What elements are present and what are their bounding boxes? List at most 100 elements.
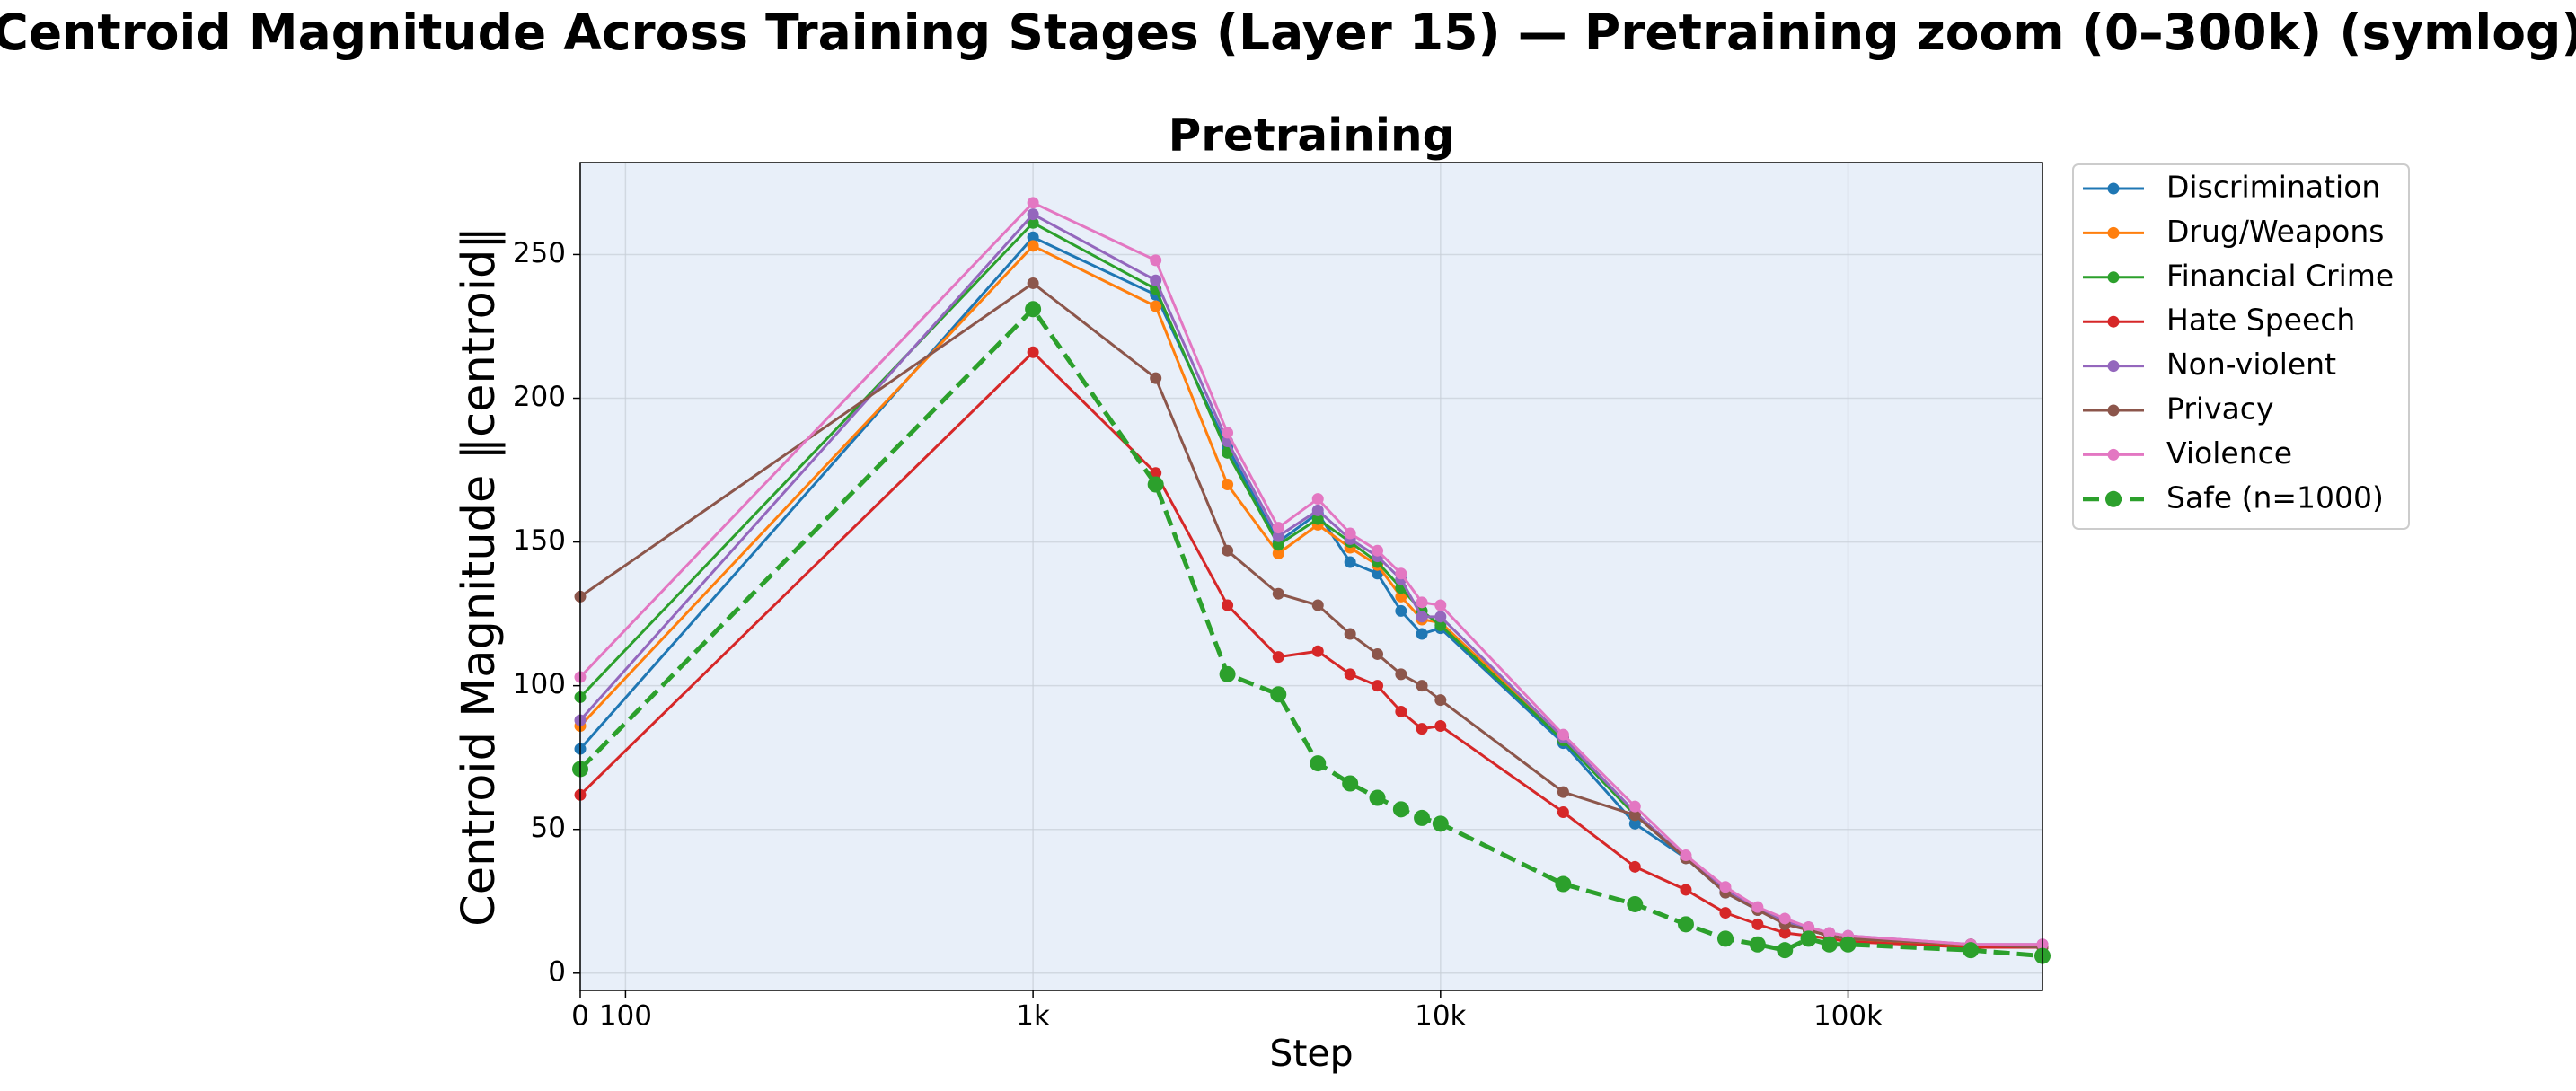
series-line xyxy=(578,305,2043,959)
point xyxy=(1027,346,1039,358)
point xyxy=(1716,930,1734,947)
legend-marker xyxy=(2107,226,2120,239)
x-axis-label: Step xyxy=(1269,1032,1353,1075)
legend-label: Drug/Weapons xyxy=(2166,214,2384,249)
point xyxy=(1219,665,1236,682)
legend-marker xyxy=(2107,360,2120,373)
point xyxy=(1627,895,1644,912)
y-tick-label: 200 xyxy=(513,381,566,413)
legend-label: Privacy xyxy=(2166,392,2273,427)
suptitle: Centroid Magnitude Across Training Stage… xyxy=(0,4,2576,61)
legend-marker xyxy=(2107,448,2120,461)
point xyxy=(1557,806,1569,819)
point xyxy=(1272,547,1284,559)
point xyxy=(1222,479,1234,491)
point xyxy=(1150,300,1162,312)
point xyxy=(1557,786,1569,798)
point xyxy=(1416,680,1428,692)
point xyxy=(1628,860,1641,873)
point xyxy=(1272,539,1284,551)
legend-label: Violence xyxy=(2166,436,2292,471)
point xyxy=(1342,775,1359,792)
y-tick-label: 150 xyxy=(513,524,566,557)
point xyxy=(1027,216,1039,229)
point xyxy=(1414,809,1431,826)
y-tick-label: 0 xyxy=(548,955,566,988)
point xyxy=(1434,619,1447,631)
point xyxy=(1311,504,1324,516)
point xyxy=(1311,599,1324,611)
point xyxy=(1344,527,1356,540)
point xyxy=(1557,728,1569,741)
point xyxy=(1821,936,1838,953)
point xyxy=(1395,590,1407,603)
legend-marker xyxy=(2107,182,2120,195)
point xyxy=(1311,513,1324,525)
series-line xyxy=(579,281,2043,949)
point xyxy=(1628,800,1641,813)
point xyxy=(1311,493,1324,506)
point xyxy=(1150,274,1162,286)
point xyxy=(1150,372,1162,384)
legend-marker xyxy=(2107,271,2120,284)
chart-title: Pretraining xyxy=(1169,110,1455,162)
point xyxy=(1416,628,1428,640)
point xyxy=(1432,815,1449,832)
point xyxy=(1680,884,1692,896)
point xyxy=(1344,668,1356,681)
point xyxy=(1369,789,1386,806)
point xyxy=(1392,801,1409,818)
point xyxy=(1027,240,1039,252)
point xyxy=(1270,686,1287,703)
point xyxy=(1222,544,1234,557)
x-tick-label: 0 xyxy=(571,1000,589,1033)
point xyxy=(1150,254,1162,267)
point xyxy=(1311,645,1324,657)
point xyxy=(1310,755,1327,772)
point xyxy=(1778,927,1791,939)
point xyxy=(1372,647,1384,660)
point xyxy=(1027,197,1039,209)
legend-marker xyxy=(2107,315,2120,328)
x-tick-label: 10k xyxy=(1415,1000,1466,1033)
legend-marker xyxy=(2105,490,2122,507)
x-tick-label: 100 xyxy=(599,1000,652,1033)
point xyxy=(1272,651,1284,664)
point xyxy=(1222,446,1234,459)
series-line xyxy=(578,350,2042,949)
plot-frame xyxy=(579,162,2043,991)
point xyxy=(1344,556,1356,568)
point xyxy=(1778,912,1791,925)
legend-label: Discrimination xyxy=(2166,170,2380,205)
point xyxy=(1222,599,1234,611)
point xyxy=(1434,599,1447,611)
point xyxy=(1628,817,1641,830)
legend xyxy=(2072,163,2410,530)
point xyxy=(1677,916,1694,933)
point xyxy=(1395,567,1407,580)
point xyxy=(1839,936,1857,953)
y-tick-label: 250 xyxy=(513,237,566,269)
point xyxy=(1800,930,1817,947)
y-tick-label: 50 xyxy=(531,812,566,844)
point xyxy=(1416,596,1428,609)
point xyxy=(1963,942,1980,959)
point xyxy=(1027,277,1039,289)
point xyxy=(1147,476,1164,493)
point xyxy=(1395,705,1407,717)
point xyxy=(1395,668,1407,681)
legend-label: Non-violent xyxy=(2166,347,2336,382)
series-line xyxy=(578,201,2042,946)
point xyxy=(1150,467,1162,480)
point xyxy=(1372,680,1384,692)
point xyxy=(1555,875,1572,893)
point xyxy=(1680,849,1692,862)
point xyxy=(1025,301,1042,318)
point xyxy=(1222,427,1234,439)
point xyxy=(1272,522,1284,534)
point xyxy=(1027,231,1039,243)
point xyxy=(1719,881,1732,893)
point xyxy=(1751,901,1764,913)
point xyxy=(1416,723,1428,735)
